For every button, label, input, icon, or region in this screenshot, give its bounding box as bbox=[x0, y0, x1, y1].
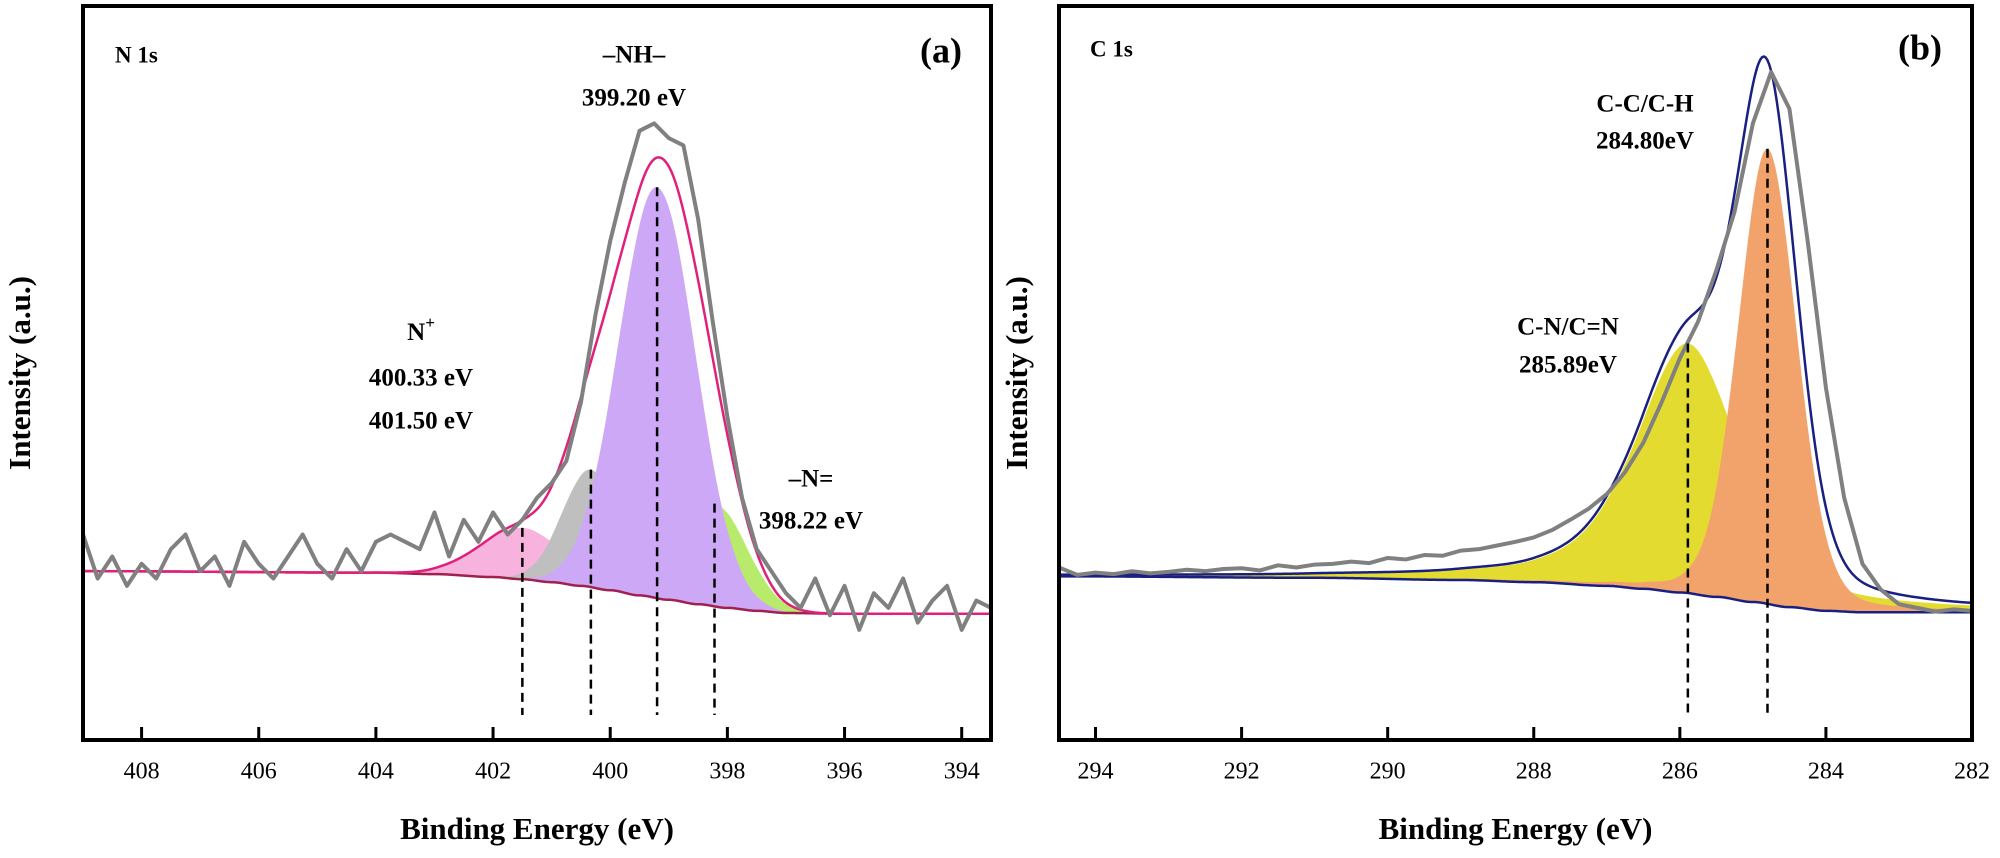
x-tick-label: 394 bbox=[944, 759, 980, 785]
annotation-sup: + bbox=[425, 313, 435, 332]
annotation: 401.50 eV bbox=[369, 408, 473, 435]
x-tick-label: 398 bbox=[709, 759, 745, 785]
x-axis-title: Binding Energy (eV) bbox=[1379, 811, 1653, 846]
x-tick-label: 406 bbox=[241, 759, 277, 785]
x-tick-label: 294 bbox=[1078, 759, 1114, 785]
plot-frame bbox=[1057, 4, 1974, 742]
y-axis-title: Intensity (a.u.) bbox=[2, 276, 37, 470]
spectrum-line bbox=[83, 121, 991, 632]
x-axis-title: Binding Energy (eV) bbox=[400, 811, 674, 846]
annotation: 284.80eV bbox=[1596, 128, 1694, 155]
background-line bbox=[1059, 575, 1972, 614]
region-label: C 1s bbox=[1090, 36, 1133, 61]
x-tick-label: 284 bbox=[1808, 759, 1844, 785]
y-axis-title: Intensity (a.u.) bbox=[999, 276, 1034, 470]
annotation: C-N/C=N bbox=[1517, 314, 1619, 341]
x-tick-label: 400 bbox=[592, 759, 628, 785]
annotation: C-C/C-H bbox=[1596, 91, 1694, 118]
annotation: 398.22 eV bbox=[759, 508, 863, 535]
x-tick-label: 396 bbox=[827, 759, 863, 785]
annotation: –N= bbox=[788, 466, 834, 493]
x-tick-label: 408 bbox=[124, 759, 160, 785]
annotation: N+ bbox=[407, 313, 435, 346]
annotation: 285.89eV bbox=[1519, 352, 1617, 379]
x-tick-label: 286 bbox=[1662, 759, 1698, 785]
x-tick-label: 288 bbox=[1516, 759, 1552, 785]
x-tick-label: 290 bbox=[1370, 759, 1406, 785]
plot-frame bbox=[81, 4, 993, 742]
panel-label: (a) bbox=[920, 30, 962, 70]
component-fill bbox=[83, 503, 991, 614]
x-tick-label: 282 bbox=[1954, 759, 1990, 785]
region-label: N 1s bbox=[115, 42, 158, 67]
annotation: 399.20 eV bbox=[582, 85, 686, 112]
envelope-line bbox=[1059, 55, 1972, 605]
component-fill bbox=[1059, 148, 1972, 613]
plot-area bbox=[83, 121, 991, 715]
x-tick-label: 292 bbox=[1224, 759, 1260, 785]
annotation-main: N bbox=[407, 319, 425, 346]
spectrum-line bbox=[1059, 70, 1972, 614]
annotation: –NH– bbox=[602, 42, 666, 69]
annotation: 400.33 eV bbox=[369, 365, 473, 392]
panel-label: (b) bbox=[1898, 27, 1942, 67]
plot-area bbox=[1059, 55, 1972, 715]
x-tick-label: 402 bbox=[475, 759, 511, 785]
x-tick-label: 404 bbox=[358, 759, 394, 785]
